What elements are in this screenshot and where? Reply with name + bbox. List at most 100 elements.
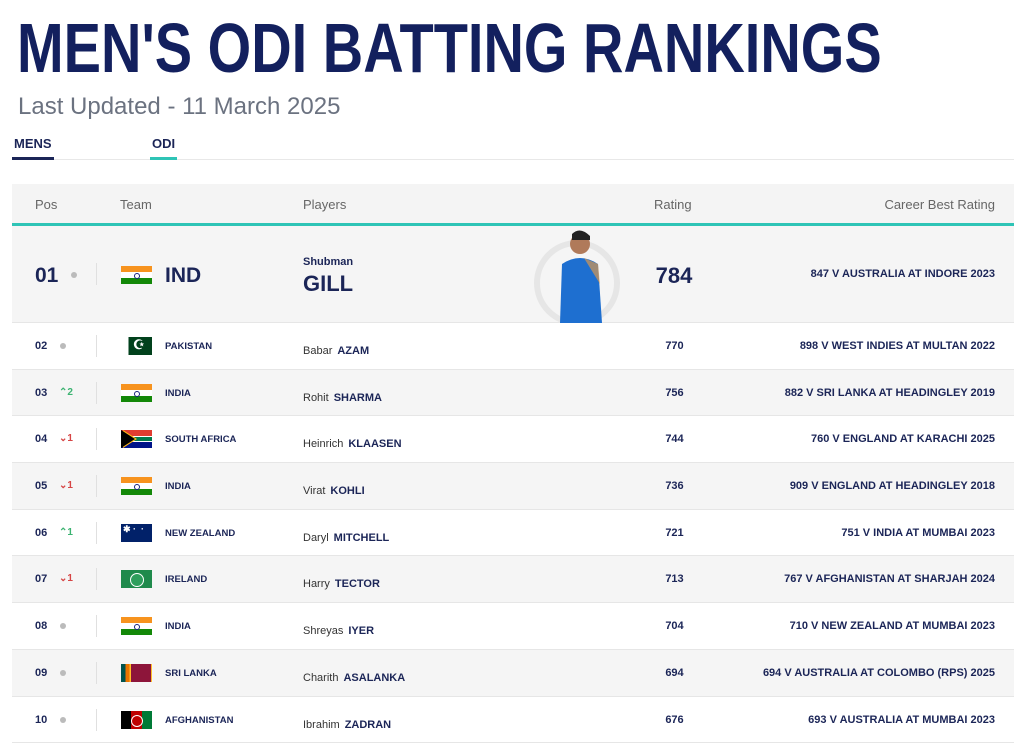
- player-last-name: SHARMA: [333, 391, 382, 404]
- player-first-name: Charith: [303, 671, 339, 684]
- player-first-name: Virat: [303, 485, 326, 498]
- rating: 721: [665, 526, 684, 539]
- sri-lanka-flag-icon: [121, 663, 152, 682]
- player-name[interactable]: Harry TECTOR: [303, 578, 380, 590]
- header-players: Players: [303, 197, 347, 212]
- header-pos: Pos: [35, 197, 58, 212]
- team-name: NEW ZEALAND: [165, 527, 236, 539]
- player-name[interactable]: Charith ASALANKA: [303, 672, 405, 684]
- india-flag-icon: [121, 383, 152, 402]
- header-team: Team: [120, 197, 152, 212]
- position: 04: [35, 433, 48, 446]
- team-name: INDIA: [165, 481, 191, 493]
- position: 01: [35, 264, 59, 287]
- new-zealand-flag-icon: [121, 523, 152, 542]
- divider: [96, 708, 97, 731]
- divider: [96, 263, 97, 285]
- player-last-name[interactable]: GILL: [303, 271, 354, 296]
- player-name[interactable]: Shreyas IYER: [303, 625, 374, 637]
- player-first-name: Shreyas: [303, 625, 344, 638]
- career-best: 898 V WEST INDIES AT MULTAN 2022: [799, 340, 995, 352]
- no-change-icon: [60, 716, 66, 723]
- divider: [96, 381, 97, 404]
- position: 03: [35, 386, 48, 399]
- rating: 770: [665, 340, 684, 352]
- table-row[interactable]: 03 ⌃2 INDIA Rohit SHARMA 756 882 V SRI LAN…: [12, 369, 1014, 417]
- team-name: AFGHANISTAN: [165, 714, 234, 726]
- player-first-name: Shubman: [303, 256, 354, 268]
- table-row[interactable]: 09 SRI LANKA Charith ASALANKA 694 694 V A…: [12, 649, 1014, 697]
- career-best: 693 V AUSTRALIA AT MUMBAI 2023: [808, 713, 995, 726]
- career-best: 760 V ENGLAND AT KARACHI 2025: [811, 433, 995, 446]
- player-name[interactable]: Daryl MITCHELL: [303, 532, 389, 544]
- last-updated: Last Updated - 11 March 2025: [18, 93, 341, 120]
- divider: [96, 335, 97, 357]
- rankings-table: Pos Team Players Rating Career Best Rati…: [12, 184, 1014, 744]
- career-best: 694 V AUSTRALIA AT COLOMBO (RPS) 2025: [762, 666, 995, 679]
- player-name[interactable]: Rohit SHARMA: [303, 392, 382, 404]
- player-name[interactable]: Virat KOHLI: [303, 485, 365, 497]
- table-row[interactable]: 06 ⌃1 NEW ZEALAND Daryl MITCHELL 721 751 V…: [12, 510, 1014, 557]
- player-last-name: ZADRAN: [344, 718, 392, 731]
- table-row[interactable]: 05 ⌄1 INDIA Virat KOHLI 736 909 V ENGLAND …: [12, 463, 1014, 510]
- divider: [96, 568, 97, 591]
- team-name: IND: [165, 264, 202, 287]
- header-rating: Rating: [654, 197, 692, 212]
- player-name[interactable]: Babar AZAM: [303, 345, 369, 357]
- career-best: 847 V AUSTRALIA AT INDORE 2023: [810, 268, 995, 280]
- player-last-name: TECTOR: [334, 578, 380, 591]
- no-change-icon: [60, 623, 66, 630]
- page-title: MEN'S ODI BATTING RANKINGS: [17, 9, 882, 87]
- rating: 744: [665, 433, 684, 446]
- position: 10: [35, 713, 48, 726]
- position: 07: [35, 573, 48, 586]
- table-row[interactable]: 07 ⌄1 IRELAND Harry TECTOR 713 767 V AFGHA…: [12, 556, 1014, 604]
- player-name[interactable]: Heinrich KLAASEN: [303, 438, 402, 450]
- rating: 676: [665, 713, 684, 726]
- team-name: SRI LANKA: [165, 667, 217, 679]
- header-career-best: Career Best Rating: [884, 197, 995, 212]
- rating: 736: [665, 480, 684, 493]
- position: 08: [35, 620, 48, 633]
- career-best: 767 V AFGHANISTAN AT SHARJAH 2024: [784, 573, 995, 586]
- table-row[interactable]: 02 PAKISTAN Babar AZAM 770 898 V WEST IND…: [12, 323, 1014, 370]
- tab-odi[interactable]: ODI: [150, 136, 178, 160]
- afghanistan-flag-icon: [121, 710, 152, 729]
- india-flag-icon: [121, 477, 152, 496]
- table-row[interactable]: 10 AFGHANISTAN Ibrahim ZADRAN 676 693 V A…: [12, 697, 1014, 744]
- player-photo: [534, 230, 620, 323]
- table-row[interactable]: 08 INDIA Shreyas IYER 704 710 V NEW ZEALA…: [12, 603, 1014, 650]
- divider: [96, 615, 97, 638]
- career-best: 882 V SRI LANKA AT HEADINGLEY 2019: [784, 386, 995, 399]
- divider: [96, 428, 97, 451]
- player-last-name: AZAM: [337, 345, 370, 357]
- player-first-name: Ibrahim: [303, 718, 340, 731]
- ireland-flag-icon: [121, 570, 152, 589]
- no-change-icon: [60, 669, 66, 676]
- player-name[interactable]: Ibrahim ZADRAN: [303, 719, 391, 731]
- player-last-name: MITCHELL: [333, 531, 390, 544]
- team-name: INDIA: [165, 621, 191, 633]
- position: 06: [35, 526, 48, 539]
- player-last-name: KLAASEN: [348, 438, 402, 451]
- career-best: 751 V INDIA AT MUMBAI 2023: [841, 526, 995, 539]
- rating: 756: [665, 386, 684, 399]
- india-flag-icon: [121, 266, 152, 284]
- team-name: IRELAND: [165, 574, 208, 586]
- career-best: 909 V ENGLAND AT HEADINGLEY 2018: [789, 480, 995, 493]
- rating: 784: [655, 263, 693, 288]
- rank-down-indicator: ⌄1: [59, 433, 73, 445]
- divider: [96, 475, 97, 498]
- south-africa-flag-icon: [121, 430, 152, 449]
- player-first-name: Rohit: [303, 391, 329, 404]
- player-last-name: KOHLI: [330, 485, 365, 498]
- no-change-icon: [71, 272, 77, 278]
- rating: 704: [665, 620, 684, 633]
- table-row[interactable]: 04 ⌄1 SOUTH AFRICA Heinrich KLAASEN 744 76…: [12, 416, 1014, 464]
- tab-mens[interactable]: MENS: [12, 136, 54, 160]
- position: 02: [35, 340, 48, 352]
- table-header: Pos Team Players Rating Career Best Rati…: [12, 184, 1014, 226]
- player-last-name: ASALANKA: [343, 671, 406, 684]
- table-row[interactable]: 01 IND Shubman GILL 784 847 V AUSTRALIA …: [12, 226, 1014, 323]
- rating: 713: [665, 573, 684, 586]
